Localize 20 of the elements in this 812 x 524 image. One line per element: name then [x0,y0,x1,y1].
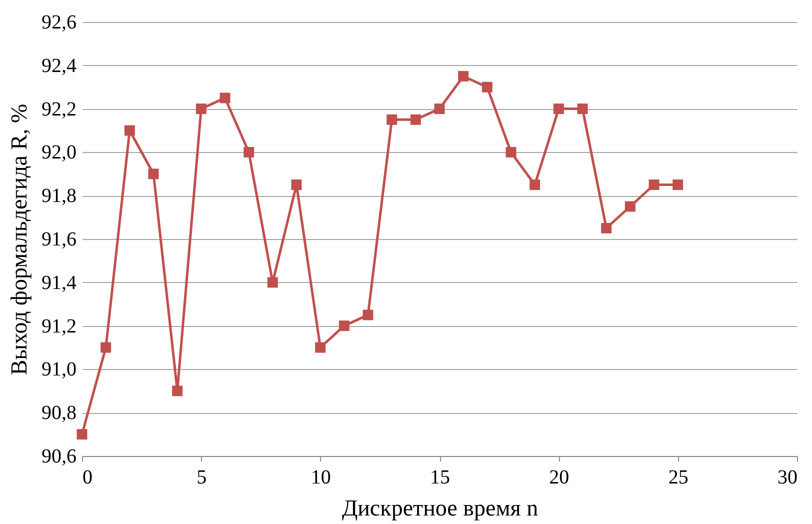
y-tick-label: 92,4 [42,54,76,77]
x-tick-label: 15 [430,466,450,488]
y-tick-label: 91,2 [42,315,76,338]
x-tick-label: 20 [549,466,570,488]
y-tick-label: 90,6 [42,446,76,468]
y-tick-label: 92,6 [42,12,76,34]
x-tick-label: 25 [668,466,688,488]
y-tick-label: 91,0 [42,358,76,381]
y-tick-label: 92,2 [42,98,76,120]
x-axis-title: Дискретное время n [342,496,539,520]
x-tick-label: 0 [82,466,92,488]
x-tick-label: 30 [778,466,798,488]
y-tick-label: 91,4 [42,272,76,294]
y-tick-label: 91,8 [42,185,76,208]
x-tick-label: 10 [310,466,331,488]
y-tick-label: 90,8 [42,402,76,424]
y-tick-label: 91,6 [42,228,76,250]
x-tick-label: 5 [196,466,207,488]
y-tick-label: 92,0 [42,142,76,164]
y-axis-title: Выход формальдегида R, % [6,104,32,376]
